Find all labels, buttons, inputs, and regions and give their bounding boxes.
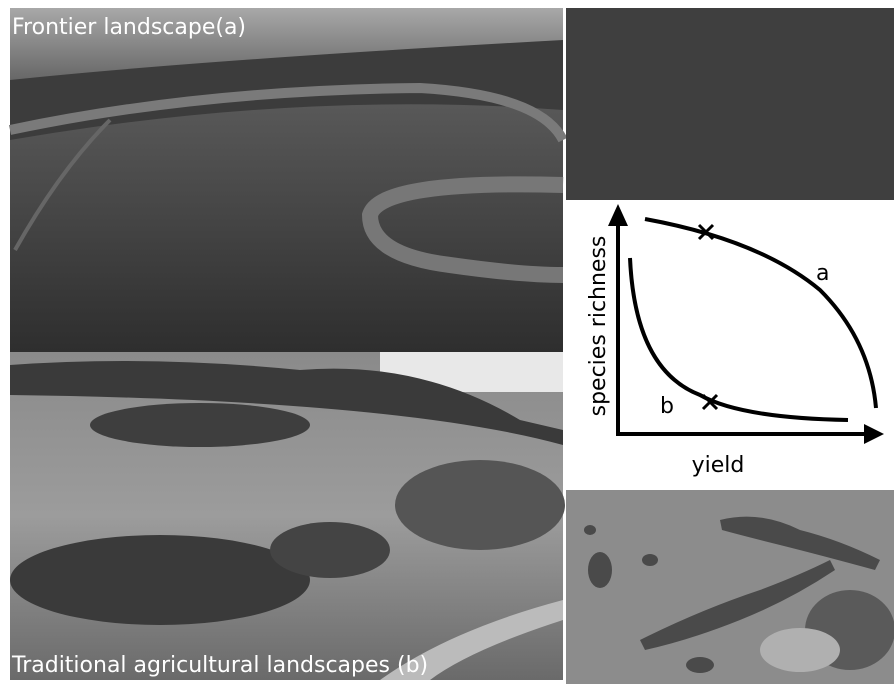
y-axis-label: species richness [586, 236, 611, 417]
diagram: a b species richness yield [566, 200, 894, 490]
frontier-photo: Frontier landscape(a) [10, 8, 563, 352]
traditional-caption: Traditional agricultural landscapes (b) [11, 653, 428, 678]
dark-panel [566, 8, 894, 200]
figure: Frontier landscape(a) Traditional agricu… [0, 0, 894, 684]
curve-b-label: b [660, 394, 674, 419]
curve-a-label: a [816, 261, 829, 286]
map-panel [566, 490, 894, 684]
x-axis-label: yield [692, 453, 745, 478]
frontier-caption: Frontier landscape(a) [12, 15, 246, 40]
traditional-photo: Traditional agricultural landscapes (b) [10, 352, 565, 680]
